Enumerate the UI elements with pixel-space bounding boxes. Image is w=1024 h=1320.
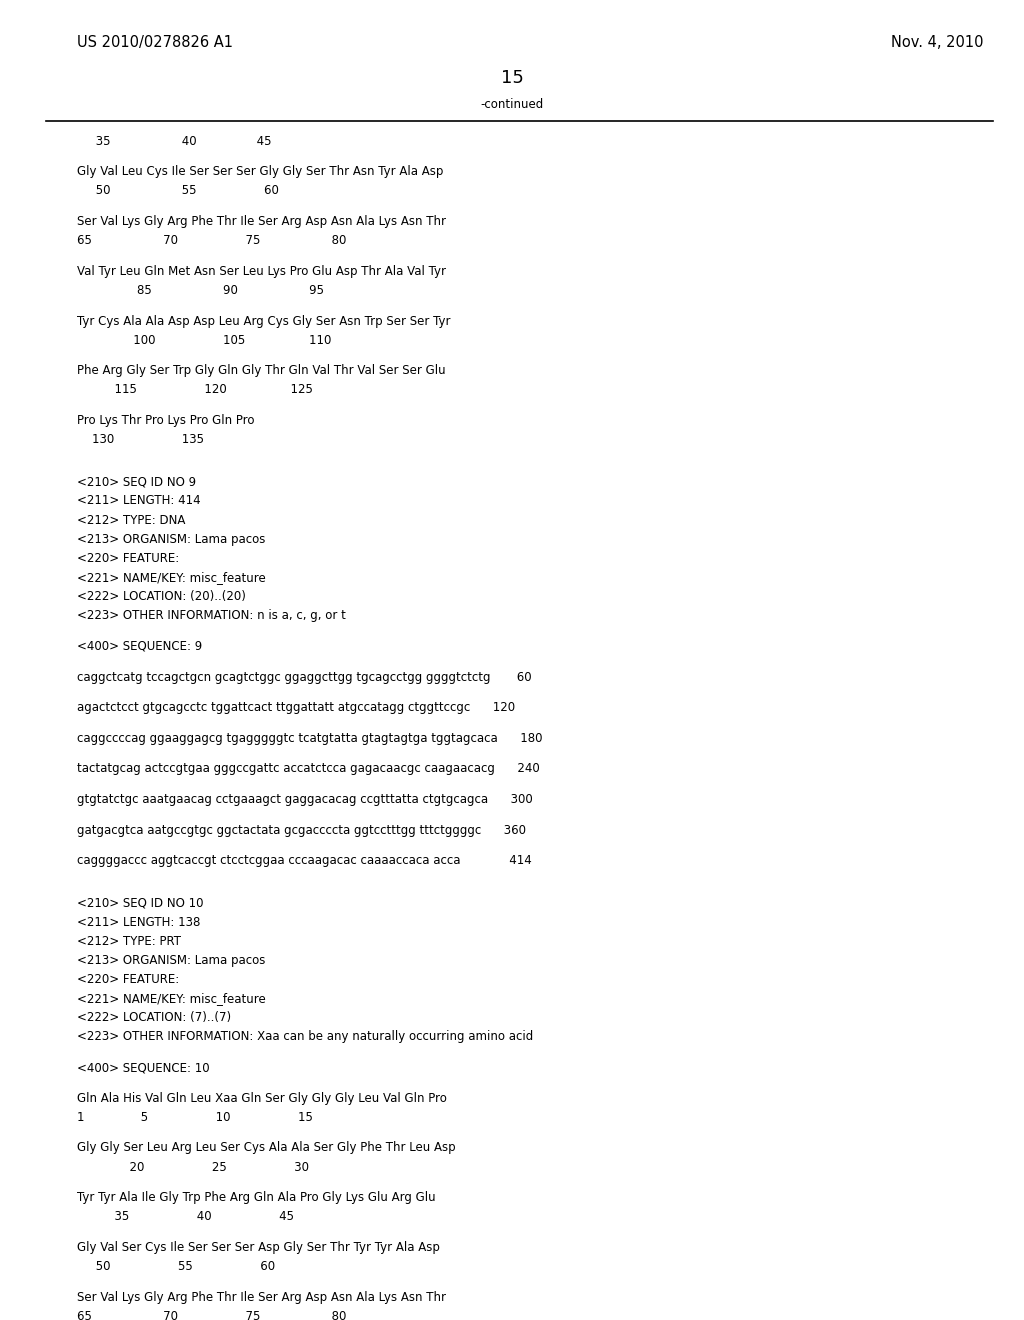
Text: <400> SEQUENCE: 10: <400> SEQUENCE: 10: [77, 1061, 210, 1074]
Text: 15: 15: [501, 69, 523, 87]
Text: tactatgcag actccgtgaa gggccgattc accatctcca gagacaacgc caagaacacg      240: tactatgcag actccgtgaa gggccgattc accatct…: [77, 763, 540, 775]
Text: Pro Lys Thr Pro Lys Pro Gln Pro: Pro Lys Thr Pro Lys Pro Gln Pro: [77, 414, 254, 428]
Text: <213> ORGANISM: Lama pacos: <213> ORGANISM: Lama pacos: [77, 954, 265, 966]
Text: gtgtatctgc aaatgaacag cctgaaagct gaggacacag ccgtttatta ctgtgcagca      300: gtgtatctgc aaatgaacag cctgaaagct gaggaca…: [77, 793, 532, 807]
Text: <220> FEATURE:: <220> FEATURE:: [77, 973, 179, 986]
Text: agactctcct gtgcagcctc tggattcact ttggattatt atgccatagg ctggttccgc      120: agactctcct gtgcagcctc tggattcact ttggatt…: [77, 701, 515, 714]
Text: Gln Ala His Val Gln Leu Xaa Gln Ser Gly Gly Gly Leu Val Gln Pro: Gln Ala His Val Gln Leu Xaa Gln Ser Gly …: [77, 1092, 446, 1105]
Text: <223> OTHER INFORMATION: Xaa can be any naturally occurring amino acid: <223> OTHER INFORMATION: Xaa can be any …: [77, 1031, 534, 1043]
Text: 50                   55                  60: 50 55 60: [77, 185, 279, 198]
Text: <211> LENGTH: 414: <211> LENGTH: 414: [77, 495, 201, 507]
Text: Val Tyr Leu Gln Met Asn Ser Leu Lys Pro Glu Asp Thr Ala Val Tyr: Val Tyr Leu Gln Met Asn Ser Leu Lys Pro …: [77, 265, 445, 277]
Text: <220> FEATURE:: <220> FEATURE:: [77, 552, 179, 565]
Text: caggggaccc aggtcaccgt ctcctcggaa cccaagacac caaaaccaca acca             414: caggggaccc aggtcaccgt ctcctcggaa cccaaga…: [77, 854, 531, 867]
Text: caggctcatg tccagctgcn gcagtctggc ggaggcttgg tgcagcctgg ggggtctctg       60: caggctcatg tccagctgcn gcagtctggc ggaggct…: [77, 671, 531, 684]
Text: Gly Val Ser Cys Ile Ser Ser Ser Asp Gly Ser Thr Tyr Tyr Ala Asp: Gly Val Ser Cys Ile Ser Ser Ser Asp Gly …: [77, 1241, 439, 1254]
Text: <221> NAME/KEY: misc_feature: <221> NAME/KEY: misc_feature: [77, 993, 265, 1005]
Text: 65                   70                  75                   80: 65 70 75 80: [77, 1309, 346, 1320]
Text: -continued: -continued: [480, 98, 544, 111]
Text: 35                  40                  45: 35 40 45: [77, 1210, 294, 1224]
Text: <210> SEQ ID NO 9: <210> SEQ ID NO 9: [77, 475, 196, 488]
Text: 115                  120                 125: 115 120 125: [77, 383, 312, 396]
Text: 20                  25                  30: 20 25 30: [77, 1160, 309, 1173]
Text: Tyr Tyr Ala Ile Gly Trp Phe Arg Gln Ala Pro Gly Lys Glu Arg Glu: Tyr Tyr Ala Ile Gly Trp Phe Arg Gln Ala …: [77, 1191, 435, 1204]
Text: <213> ORGANISM: Lama pacos: <213> ORGANISM: Lama pacos: [77, 533, 265, 545]
Text: Gly Gly Ser Leu Arg Leu Ser Cys Ala Ala Ser Gly Phe Thr Leu Asp: Gly Gly Ser Leu Arg Leu Ser Cys Ala Ala …: [77, 1142, 456, 1155]
Text: 100                  105                 110: 100 105 110: [77, 334, 331, 347]
Text: Tyr Cys Ala Ala Asp Asp Leu Arg Cys Gly Ser Asn Trp Ser Ser Tyr: Tyr Cys Ala Ala Asp Asp Leu Arg Cys Gly …: [77, 314, 451, 327]
Text: <212> TYPE: PRT: <212> TYPE: PRT: [77, 935, 181, 948]
Text: <221> NAME/KEY: misc_feature: <221> NAME/KEY: misc_feature: [77, 572, 265, 583]
Text: <210> SEQ ID NO 10: <210> SEQ ID NO 10: [77, 896, 204, 909]
Text: 65                   70                  75                   80: 65 70 75 80: [77, 234, 346, 247]
Text: 1               5                  10                  15: 1 5 10 15: [77, 1110, 312, 1123]
Text: <222> LOCATION: (7)..(7): <222> LOCATION: (7)..(7): [77, 1011, 231, 1024]
Text: Nov. 4, 2010: Nov. 4, 2010: [891, 36, 983, 50]
Text: <212> TYPE: DNA: <212> TYPE: DNA: [77, 513, 185, 527]
Text: 50                  55                  60: 50 55 60: [77, 1261, 274, 1272]
Text: Ser Val Lys Gly Arg Phe Thr Ile Ser Arg Asp Asn Ala Lys Asn Thr: Ser Val Lys Gly Arg Phe Thr Ile Ser Arg …: [77, 215, 445, 228]
Text: <223> OTHER INFORMATION: n is a, c, g, or t: <223> OTHER INFORMATION: n is a, c, g, o…: [77, 610, 346, 622]
Text: Ser Val Lys Gly Arg Phe Thr Ile Ser Arg Asp Asn Ala Lys Asn Thr: Ser Val Lys Gly Arg Phe Thr Ile Ser Arg …: [77, 1291, 445, 1304]
Text: Phe Arg Gly Ser Trp Gly Gln Gly Thr Gln Val Thr Val Ser Ser Glu: Phe Arg Gly Ser Trp Gly Gln Gly Thr Gln …: [77, 364, 445, 378]
Text: <400> SEQUENCE: 9: <400> SEQUENCE: 9: [77, 640, 202, 653]
Text: US 2010/0278826 A1: US 2010/0278826 A1: [77, 36, 232, 50]
Text: Gly Val Leu Cys Ile Ser Ser Ser Gly Gly Ser Thr Asn Tyr Ala Asp: Gly Val Leu Cys Ile Ser Ser Ser Gly Gly …: [77, 165, 443, 178]
Text: 85                   90                   95: 85 90 95: [77, 284, 324, 297]
Text: <211> LENGTH: 138: <211> LENGTH: 138: [77, 916, 200, 928]
Text: 35                   40                45: 35 40 45: [77, 135, 271, 148]
Text: gatgacgtca aatgccgtgc ggctactata gcgaccccta ggtcctttgg tttctggggc      360: gatgacgtca aatgccgtgc ggctactata gcgaccc…: [77, 824, 525, 837]
Text: 130                  135: 130 135: [77, 433, 204, 446]
Text: caggccccag ggaaggagcg tgagggggtc tcatgtatta gtagtagtga tggtagcaca      180: caggccccag ggaaggagcg tgagggggtc tcatgta…: [77, 731, 543, 744]
Text: <222> LOCATION: (20)..(20): <222> LOCATION: (20)..(20): [77, 590, 246, 603]
